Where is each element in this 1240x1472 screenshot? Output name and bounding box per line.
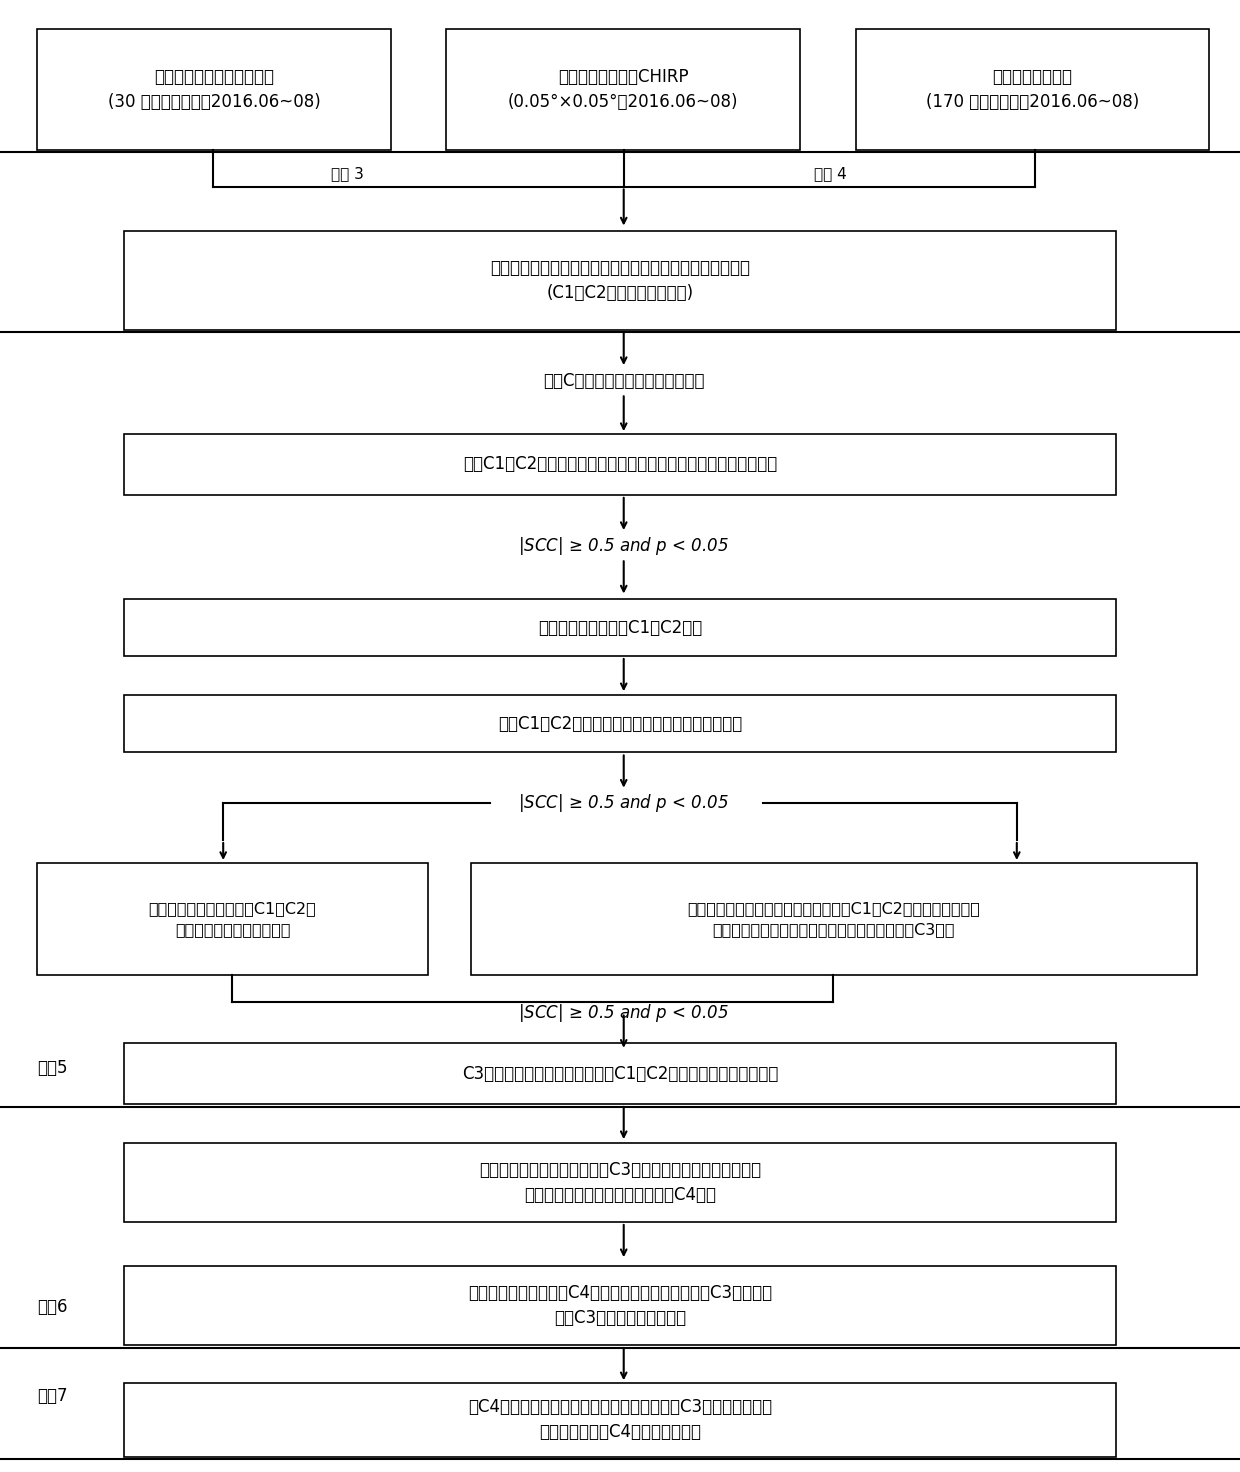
FancyBboxPatch shape (124, 1144, 1116, 1222)
Text: 计算子区域内剩余栅格像元与C3像元的历史降雨数据斯皮尔曼
相关系数并进行显著性检验，得到C4像元: 计算子区域内剩余栅格像元与C3像元的历史降雨数据斯皮尔曼 相关系数并进行显著性检… (479, 1161, 761, 1204)
FancyBboxPatch shape (37, 29, 391, 150)
Text: 步骤5: 步骤5 (37, 1060, 68, 1078)
Text: 利用改进后的分位数映射方法进行遥感影像降雨估计值订正
(C1和C2像元降雨订正结果): 利用改进后的分位数映射方法进行遥感影像降雨估计值订正 (C1和C2像元降雨订正结… (490, 259, 750, 302)
Text: 利用随机森林回归法建立C1和C2像
元偏差校正前后的数学模型: 利用随机森林回归法建立C1和C2像 元偏差校正前后的数学模型 (149, 901, 316, 936)
FancyBboxPatch shape (124, 695, 1116, 752)
Text: |$SCC$| ≥ 0.5 and $p$ < 0.05: |$SCC$| ≥ 0.5 and $p$ < 0.05 (518, 792, 729, 814)
FancyBboxPatch shape (124, 231, 1116, 330)
FancyBboxPatch shape (124, 1266, 1116, 1345)
Text: 计算C1和C2像元偏差校正前后的斯皮尔曼相关系数: 计算C1和C2像元偏差校正前后的斯皮尔曼相关系数 (498, 715, 742, 733)
Text: 每日原位传感器降雨观测值
(30 个原位传感器，2016.06~08): 每日原位传感器降雨观测值 (30 个原位传感器，2016.06~08) (108, 68, 320, 110)
Text: 步骤 4: 步骤 4 (815, 166, 847, 181)
Text: 每日降雨影像产品CHIRP
(0.05°×0.05°，2016.06~08): 每日降雨影像产品CHIRP (0.05°×0.05°，2016.06~08) (508, 68, 738, 110)
Text: 模糊C均值聚类法区域地形特征划分: 模糊C均值聚类法区域地形特征划分 (543, 372, 704, 390)
FancyBboxPatch shape (124, 1384, 1116, 1457)
FancyBboxPatch shape (856, 29, 1209, 150)
FancyBboxPatch shape (471, 863, 1197, 974)
Text: 同一子区域内，每一个C4像元都有与之相关性最高的C3像元，计
算该C3像元的降雨比值系数: 同一子区域内，每一个C4像元都有与之相关性最高的C3像元，计 算该C3像元的降雨… (467, 1284, 773, 1328)
Text: 筛选校正效果较好的C1和C2像元: 筛选校正效果较好的C1和C2像元 (538, 618, 702, 636)
FancyBboxPatch shape (37, 863, 428, 974)
FancyBboxPatch shape (124, 599, 1116, 657)
Text: 步骤7: 步骤7 (37, 1387, 68, 1404)
Text: 计算子区域内剩余栅格像元与筛选后的C1和C2像元的斯皮尔曼相
关系数并进行显著性检验，通过筛选的像元即为C3像元: 计算子区域内剩余栅格像元与筛选后的C1和C2像元的斯皮尔曼相 关系数并进行显著性… (687, 901, 981, 936)
Text: 将C4像元订正前的遥感影像降雨值，带入对应C3像元的降雨比值
系数公式，得到C4像元降雨订正值: 将C4像元订正前的遥感影像降雨值，带入对应C3像元的降雨比值 系数公式，得到C4… (467, 1398, 773, 1441)
Text: 步骤6: 步骤6 (37, 1298, 68, 1316)
FancyBboxPatch shape (124, 434, 1116, 495)
Text: 计算C1和C2像元偏差校正后与降雨观测真实值的斯皮尔曼相关系数: 计算C1和C2像元偏差校正后与降雨观测真实值的斯皮尔曼相关系数 (463, 455, 777, 474)
FancyBboxPatch shape (446, 29, 800, 150)
FancyBboxPatch shape (124, 1044, 1116, 1104)
Text: 每日降雨格点数据
(170 个降雨格点，2016.06~08): 每日降雨格点数据 (170 个降雨格点，2016.06~08) (926, 68, 1138, 110)
Text: C3像元学习与之相关系数最高的C1和C2像元的偏差校正数学模型: C3像元学习与之相关系数最高的C1和C2像元的偏差校正数学模型 (461, 1064, 779, 1082)
Text: |$SCC$| ≥ 0.5 and $p$ < 0.05: |$SCC$| ≥ 0.5 and $p$ < 0.05 (518, 1002, 729, 1025)
Text: 步骤 3: 步骤 3 (331, 166, 363, 181)
Text: |$SCC$| ≥ 0.5 and $p$ < 0.05: |$SCC$| ≥ 0.5 and $p$ < 0.05 (518, 534, 729, 556)
